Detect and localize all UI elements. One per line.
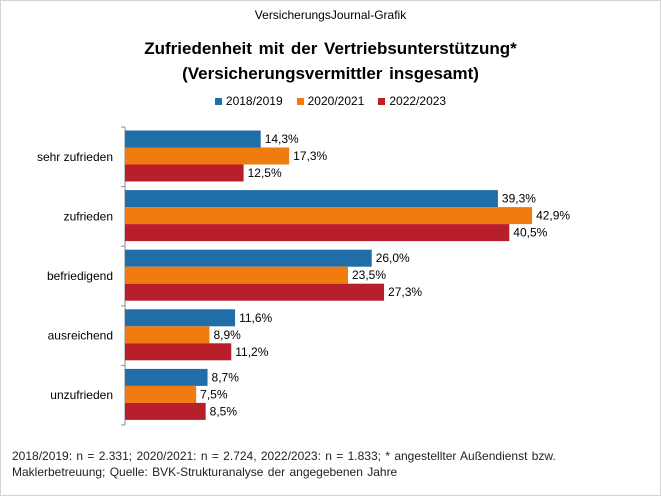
bar	[125, 266, 348, 284]
footnote: 2018/2019: n = 2.331; 2020/2021: n = 2.7…	[12, 448, 652, 480]
data-label: 8,7%	[212, 370, 240, 384]
legend-label: 2022/2023	[389, 94, 447, 108]
data-label: 11,6%	[239, 311, 272, 325]
bar	[125, 164, 244, 182]
data-label: 14,3%	[265, 132, 299, 146]
category-label: zufrieden	[64, 209, 113, 223]
data-label: 11,2%	[235, 345, 268, 359]
bar	[125, 190, 498, 208]
bar	[125, 343, 232, 361]
legend-swatch	[296, 97, 304, 105]
legend-item-2022-2023: 2022/2023	[378, 94, 446, 108]
bar	[125, 368, 208, 386]
data-label: 27,3%	[388, 285, 422, 299]
bar	[125, 224, 510, 242]
bar	[125, 309, 236, 327]
legend-label: 2018/2019	[225, 94, 283, 108]
data-label: 7,5%	[200, 387, 228, 401]
data-label: 12,5%	[248, 166, 282, 180]
bar	[125, 207, 533, 225]
bar	[125, 249, 372, 267]
category-label: befriedigend	[47, 269, 113, 283]
bar	[125, 402, 206, 420]
bar	[125, 326, 210, 344]
data-label: 17,3%	[293, 149, 327, 163]
chart-title-line-1: Zufriedenheit mit der Vertriebsunterstüt…	[144, 39, 517, 58]
bar	[125, 130, 261, 148]
bar	[125, 283, 385, 301]
data-label: 39,3%	[502, 192, 536, 206]
category-label: ausreichend	[48, 329, 113, 343]
data-label: 40,5%	[513, 226, 547, 240]
bar	[125, 385, 197, 403]
data-label: 23,5%	[352, 268, 386, 282]
data-label: 8,9%	[213, 328, 241, 342]
legend-item-2020-2021: 2020/2021	[296, 94, 365, 108]
category-label: sehr zufrieden	[37, 150, 113, 164]
bar	[125, 147, 290, 165]
legend-label: 2020/2021	[307, 94, 365, 108]
chart-title: Zufriedenheit mit der Vertriebsunterstüt…	[0, 36, 661, 86]
chart-legend: 2018/2019 2020/2021 2022/2023	[0, 94, 661, 108]
chart-title-line-2: (Versicherungsvermittler insgesamt)	[182, 64, 479, 83]
data-label: 42,9%	[536, 209, 570, 223]
legend-item-2018-2019: 2018/2019	[214, 94, 283, 108]
source-label: VersicherungsJournal-Grafik	[254, 8, 407, 22]
legend-swatch	[378, 97, 386, 105]
data-label: 8,5%	[210, 404, 238, 418]
footnote-line-2: Maklerbetreuung; Quelle: BVK-Strukturana…	[12, 465, 398, 479]
footnote-line-1: 2018/2019: n = 2.331; 2020/2021: n = 2.7…	[12, 449, 556, 463]
category-label: unzufrieden	[50, 388, 113, 402]
data-label: 26,0%	[376, 251, 410, 265]
legend-swatch	[214, 97, 222, 105]
